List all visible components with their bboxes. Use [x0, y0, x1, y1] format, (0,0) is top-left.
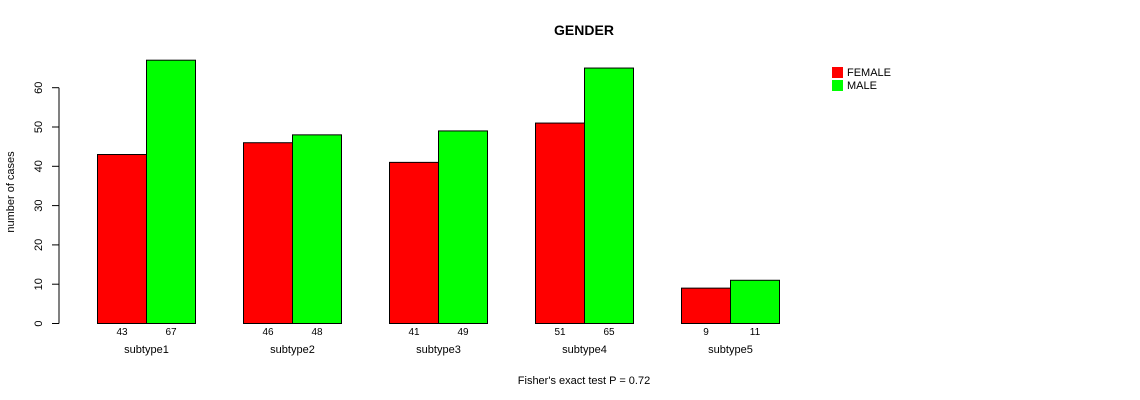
bar-female-subtype1	[97, 154, 147, 324]
y-axis-label: number of cases	[5, 151, 17, 233]
y-tick-label: 60	[33, 82, 45, 94]
bar-value-label: 51	[554, 327, 566, 338]
y-tick-label: 20	[33, 239, 45, 251]
category-label: subtype1	[124, 344, 169, 356]
bar-value-label: 48	[311, 327, 323, 338]
legend-label-male: MALE	[847, 80, 877, 92]
bar-male-subtype3	[438, 130, 488, 324]
bar-female-subtype5	[681, 287, 731, 325]
y-tick-label: 30	[33, 199, 45, 211]
y-tick-label: 10	[33, 278, 45, 290]
bar-value-label: 67	[165, 327, 177, 338]
y-axis: 0 10 20 30 40 50 60	[33, 82, 60, 327]
legend-swatch-male	[832, 80, 843, 91]
bar-value-label: 41	[408, 327, 420, 338]
value-labels: 43 67 46 48 41 49 51 65 9 11	[116, 327, 760, 338]
y-tick-label: 50	[33, 121, 45, 133]
bar-male-subtype4	[584, 67, 634, 324]
x-axis-label: Fisher's exact test P = 0.72	[518, 375, 650, 387]
bar-value-label: 49	[457, 327, 469, 338]
bar-value-label: 11	[750, 327, 761, 338]
bar-female-subtype2	[243, 142, 293, 324]
bar-value-label: 43	[116, 327, 128, 338]
bars	[97, 59, 780, 325]
legend-swatch-female	[832, 67, 843, 78]
bar-female-subtype3	[389, 161, 439, 324]
bar-male-subtype5	[730, 279, 780, 324]
y-tick-label: 0	[33, 320, 45, 326]
chart-title: GENDER	[554, 22, 614, 38]
legend-label-female: FEMALE	[847, 67, 891, 79]
category-label: subtype2	[270, 344, 315, 356]
y-tick-label: 40	[33, 160, 45, 172]
bar-value-label: 65	[603, 327, 615, 338]
bar-male-subtype1	[146, 59, 196, 324]
category-label: subtype5	[708, 344, 753, 356]
bar-value-label: 9	[703, 327, 709, 338]
bar-male-subtype2	[292, 134, 342, 324]
bar-female-subtype4	[535, 122, 585, 324]
category-labels: subtype1 subtype2 subtype3 subtype4 subtype5	[124, 344, 753, 356]
bar-value-label: 46	[262, 327, 274, 338]
category-label: subtype4	[562, 344, 607, 356]
category-label: subtype3	[416, 344, 461, 356]
